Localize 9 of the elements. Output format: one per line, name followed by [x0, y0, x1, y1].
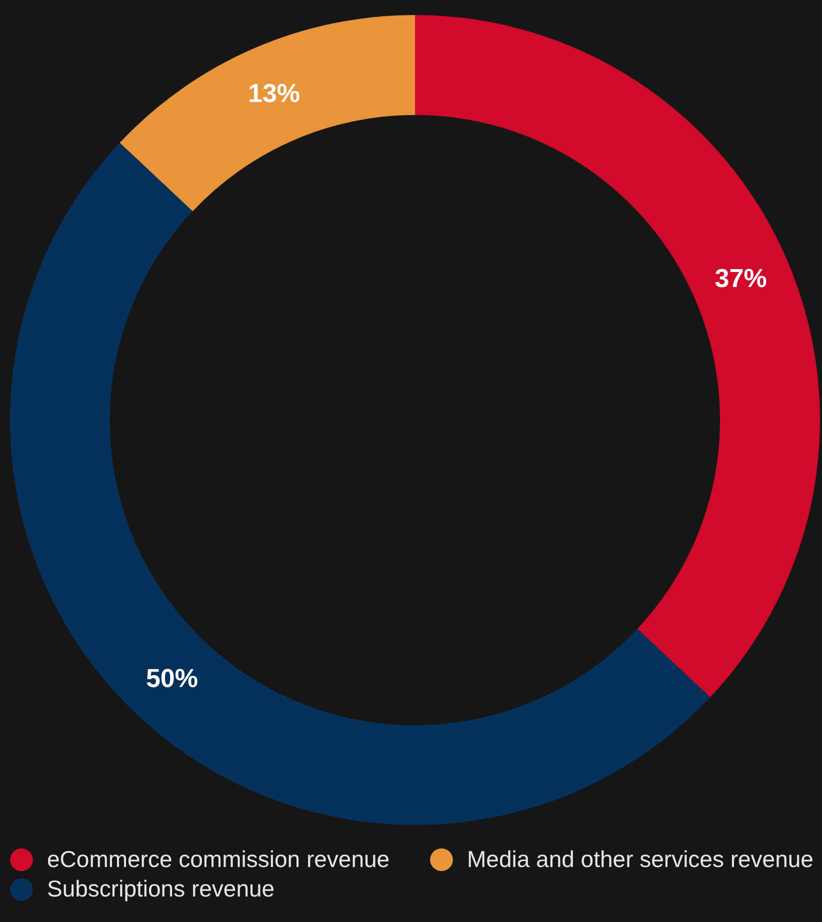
data-label: 37% [714, 263, 767, 294]
legend-label: Media and other services revenue [467, 846, 814, 872]
donut-slice [120, 15, 415, 212]
data-label: 50% [146, 662, 198, 693]
data-label: 13% [248, 78, 300, 108]
legend-label: Subscriptions revenue [47, 876, 275, 902]
donut-slice [415, 15, 820, 698]
donut-slice [10, 142, 710, 824]
legend-label: eCommerce commission revenue [47, 846, 390, 872]
